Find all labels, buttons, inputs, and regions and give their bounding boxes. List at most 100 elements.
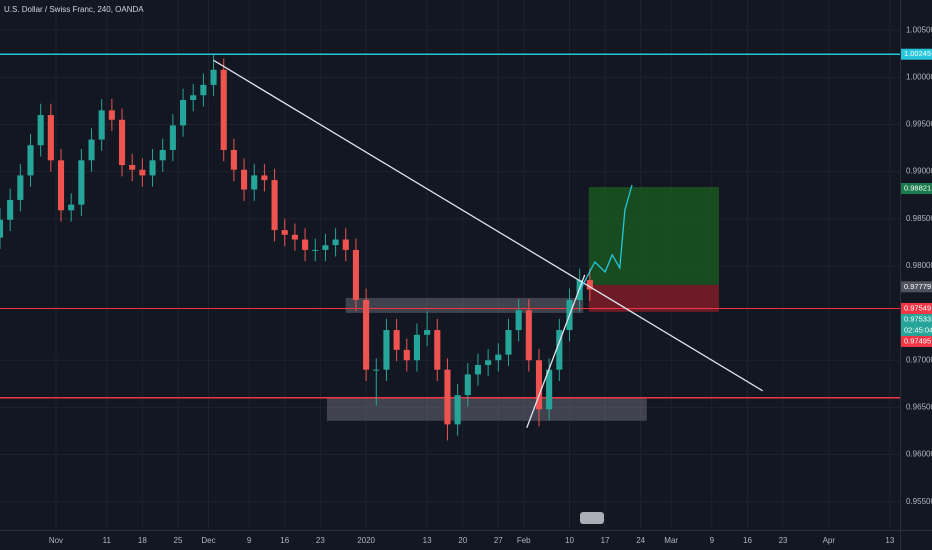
candle-body <box>68 204 75 211</box>
countdown-badge <box>901 324 932 336</box>
candle-body <box>505 330 512 355</box>
logo <box>580 512 604 524</box>
candle-body <box>139 169 146 176</box>
price-badge <box>901 48 932 60</box>
x-tick-label: 24 <box>636 536 645 545</box>
price-badge-label: 0.98821 <box>904 184 931 193</box>
candle-body <box>98 110 105 140</box>
price-badge <box>901 183 932 195</box>
candle-body <box>78 160 85 205</box>
candle-body <box>271 180 278 231</box>
candle-body <box>118 119 126 166</box>
candle-body <box>230 149 237 170</box>
price-badge <box>901 335 932 347</box>
candle-body <box>383 330 390 370</box>
x-tick-label: Feb <box>517 536 531 545</box>
candle-body <box>190 95 197 100</box>
x-tick-label: 20 <box>458 536 467 545</box>
candle-body <box>210 69 217 85</box>
loss-zone <box>588 284 719 312</box>
candle-body <box>464 374 471 396</box>
zone <box>345 297 584 313</box>
x-tick-label: 17 <box>601 536 610 545</box>
x-tick-label: Dec <box>201 536 215 545</box>
candle-body <box>291 234 298 240</box>
candle-body <box>241 169 248 190</box>
candle-body <box>342 239 349 250</box>
chart-title: U.S. Dollar / Swiss Franc, 240, OANDA <box>4 5 144 14</box>
candle-body <box>261 175 268 181</box>
candle-body <box>159 149 166 161</box>
candle-body <box>424 330 431 335</box>
x-tick-label: 9 <box>247 536 252 545</box>
candle-body <box>0 219 4 238</box>
candle-body <box>454 395 461 425</box>
candle-body <box>474 364 482 375</box>
x-tick-label: 23 <box>316 536 325 545</box>
projection-line <box>579 184 633 291</box>
x-tick-label: 27 <box>494 536 503 545</box>
zone <box>326 397 647 421</box>
candle-body <box>373 369 380 371</box>
candle-body <box>363 299 370 370</box>
candle-body <box>495 354 502 361</box>
price-badge-label: 0.97495 <box>904 336 931 345</box>
x-tick-label: 9 <box>710 536 715 545</box>
plot <box>0 53 900 441</box>
candle-body <box>546 369 553 410</box>
candle-body <box>27 145 34 176</box>
y-tick-label: 1.00500 <box>906 25 932 34</box>
price-badge-label: 0.97779 <box>904 282 931 291</box>
candle-body <box>485 360 492 365</box>
trend-line <box>526 274 586 429</box>
candle-body <box>586 280 593 290</box>
trend-line <box>213 59 764 392</box>
candle-body <box>7 199 14 220</box>
candle-body <box>200 84 207 96</box>
candle-body <box>220 69 227 150</box>
candle-body <box>302 239 309 250</box>
candle-body <box>393 330 400 350</box>
candle-body <box>251 175 258 190</box>
x-tick-label: 2020 <box>357 536 375 545</box>
candle-body <box>37 115 44 146</box>
countdown-label: 02:45:04 <box>904 325 932 334</box>
candle-body <box>515 310 522 331</box>
candle-body <box>332 239 339 246</box>
candle-body <box>312 249 319 251</box>
candle-body <box>88 139 95 161</box>
candle-body <box>525 310 532 361</box>
price-badge-label: 0.97533 <box>904 314 931 323</box>
x-tick-label: 25 <box>174 536 183 545</box>
x-tick-label: 13 <box>423 536 432 545</box>
candle-body <box>281 230 288 235</box>
candle-body <box>17 175 24 200</box>
x-tick-label: Mar <box>664 536 678 545</box>
profit-zone <box>588 187 719 285</box>
candle-body <box>180 99 187 126</box>
candle-body <box>322 245 329 250</box>
price-badge <box>901 313 932 325</box>
x-tick-label: 13 <box>885 536 894 545</box>
candle-body <box>129 165 136 170</box>
candle-body <box>108 110 115 120</box>
candle-body <box>444 369 451 425</box>
candle-body <box>556 330 563 370</box>
y-tick-label: 0.95500 <box>906 497 932 506</box>
price-badge <box>901 281 932 293</box>
candle-body <box>403 349 410 361</box>
candle-body <box>149 160 156 176</box>
candle-body <box>352 249 359 300</box>
candle-body <box>47 115 54 161</box>
x-tick-label: 10 <box>565 536 574 545</box>
candle-body <box>535 360 543 410</box>
x-tick-label: 16 <box>280 536 289 545</box>
